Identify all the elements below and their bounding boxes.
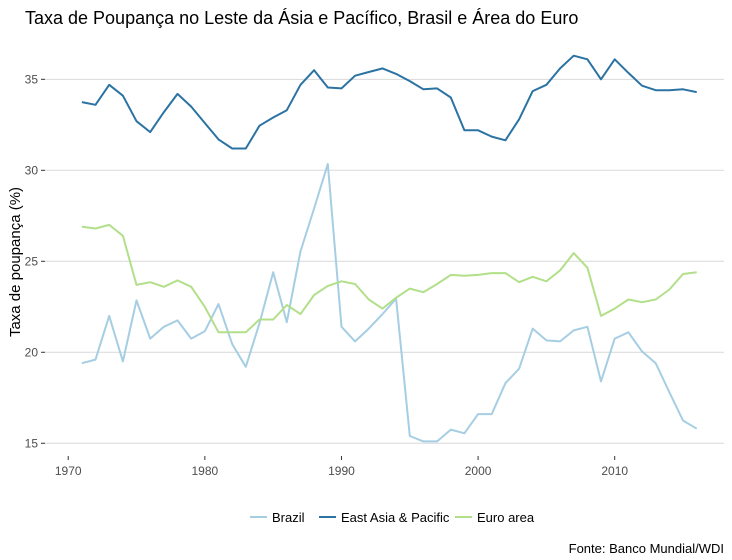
x-tick-label: 1990: [328, 464, 355, 478]
y-axis: 15 20 25 30 35: [25, 72, 45, 450]
x-tick-label: 2000: [465, 464, 492, 478]
x-tick-label: 1970: [55, 464, 82, 478]
y-tick-label: 35: [25, 72, 39, 86]
y-tick-label: 15: [25, 436, 39, 450]
series-lines: [81, 54, 698, 443]
legend-label-euro-area: Euro area: [477, 510, 535, 525]
chart-caption: Fonte: Banco Mundial/WDI: [569, 541, 724, 556]
series-line-east-asia-pacific: [81, 54, 697, 150]
chart-title: Taxa de Poupança no Leste da Ásia e Pací…: [25, 8, 578, 28]
y-axis-title: Taxa de poupança (%): [7, 187, 24, 337]
x-axis: 1970 1980 1990 2000 2010: [55, 456, 628, 478]
legend-label-east-asia-pacific: East Asia & Pacific: [341, 510, 450, 525]
x-tick-label: 1980: [191, 464, 218, 478]
x-tick-label: 2010: [601, 464, 628, 478]
y-tick-label: 30: [25, 163, 39, 177]
y-tick-label: 20: [25, 345, 39, 359]
gridlines: [45, 78, 724, 444]
legend-label-brazil: Brazil: [272, 510, 305, 525]
legend: Brazil East Asia & Pacific Euro area: [250, 510, 535, 525]
series-line-euro-area: [81, 223, 697, 334]
y-tick-label: 25: [25, 254, 39, 268]
series-line-brazil: [81, 162, 698, 443]
